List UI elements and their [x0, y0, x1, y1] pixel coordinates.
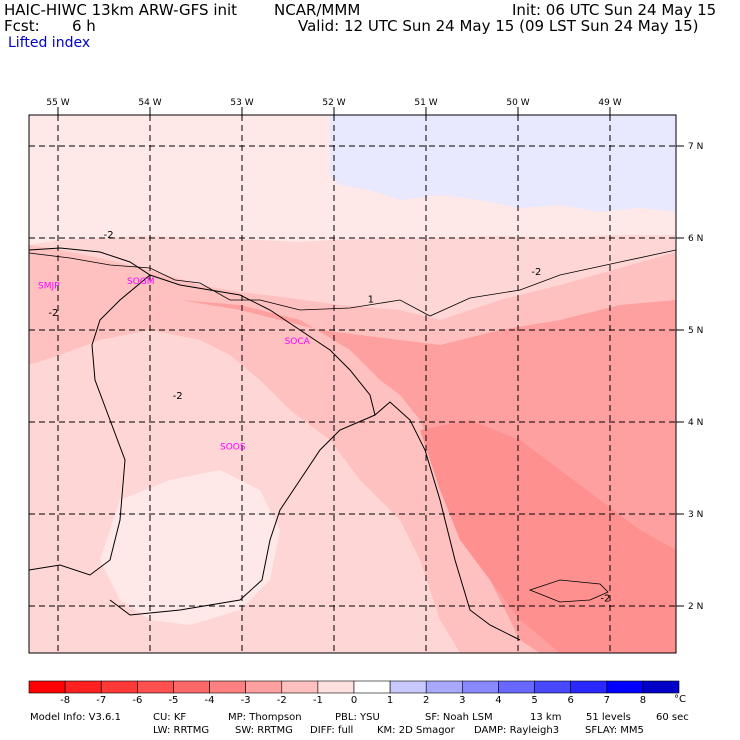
boundaries: [28, 247, 677, 641]
lat-tick-label: 7 N: [688, 142, 703, 152]
colorbar-cells: [28, 680, 680, 694]
lon-tick-label: 50 W: [506, 98, 529, 108]
colorbar-tick-label: -5: [168, 695, 179, 706]
colorbar-tick-label: -2: [276, 695, 287, 706]
damp-option: DAMP: Rayleigh3: [474, 725, 560, 736]
colorbar-cell: [137, 680, 174, 694]
border-guiana-brazil: [109, 414, 376, 616]
lon-tick-label: 49 W: [598, 98, 621, 108]
lat-tick-label: 4 N: [688, 418, 703, 428]
vertical-levels: 51 levels: [586, 712, 631, 723]
lat-lon-grid: [29, 115, 676, 653]
colorbar-cell: [245, 680, 283, 694]
shading-layer: [29, 115, 676, 653]
lat-tick-label: 6 N: [688, 234, 703, 244]
colorbar-cell: [606, 680, 644, 694]
km-option: KM: 2D Smagor: [377, 725, 455, 736]
colorbar-cell: [353, 680, 391, 694]
contour-label: -2: [173, 391, 183, 402]
colorbar-cell: [317, 680, 355, 694]
field-name: Lifted index: [8, 35, 91, 51]
model-version: Model Info: V3.6.1: [30, 712, 121, 723]
init-time: Init: 06 UTC Sun 24 May 15: [512, 1, 717, 19]
contour-line-south: [528, 579, 609, 603]
colorbar-tick-label: 5: [531, 695, 538, 706]
colorbar-cell: [534, 680, 571, 694]
grid-spacing: 13 km: [530, 712, 562, 723]
colorbar-tick-label: -7: [96, 695, 107, 706]
colorbar-tick-label: 0: [350, 695, 358, 706]
sf-scheme: SF: Noah LSM: [425, 712, 493, 723]
forecast-label: Fcst:: [4, 17, 40, 35]
colorbar-cell: [462, 680, 499, 694]
station-label: SOGM: [127, 277, 155, 287]
colorbar-cell: [281, 680, 319, 694]
colorbar-tick-label: 7: [603, 695, 610, 706]
colorbar-tick-label: -1: [312, 695, 323, 706]
colorbar-tick-label: 2: [423, 695, 430, 706]
time-step: 60 sec: [656, 712, 689, 723]
map-frame: [28, 114, 677, 654]
colorbar-tick-label: 4: [495, 695, 502, 706]
colorbar-unit: °C: [674, 694, 686, 705]
contour-label: -2: [104, 230, 114, 241]
colorbar-cell: [425, 680, 463, 694]
lon-tick-label: 54 W: [138, 98, 161, 108]
colorbar-cell: [28, 680, 66, 694]
colorbar-cell: [209, 680, 246, 694]
lon-tick-label: 52 W: [322, 98, 345, 108]
colorbar-tick-label: -8: [60, 695, 71, 706]
contour-label: -2: [531, 267, 541, 278]
cu-scheme: CU: KF: [153, 712, 187, 723]
colorbar-tick-label: 3: [459, 695, 466, 706]
colorbar-cell: [498, 680, 535, 694]
shade-light-patch-south: [100, 470, 280, 625]
colorbar-tick-label: -3: [240, 695, 251, 706]
colorbar-cell: [389, 680, 427, 694]
axis-ticks: [57, 107, 684, 607]
sw-scheme: SW: RRTMG: [235, 725, 293, 736]
colorbar-tick-label: -4: [204, 695, 215, 706]
contour-line-north: [28, 249, 677, 317]
pbl-scheme: PBL: YSU: [335, 712, 380, 723]
colorbar-tick-label: 6: [567, 695, 574, 706]
contour-label: 1: [368, 294, 374, 305]
colorbar-cell: [100, 680, 138, 694]
map-title: HAIC-HIWC 13km ARW-GFS init: [4, 1, 238, 19]
colorbar-cell: [570, 680, 608, 694]
contour-label: -2: [48, 308, 58, 319]
org-label: NCAR/MMM: [274, 1, 361, 19]
station-label: SMJP: [38, 282, 60, 292]
colorbar-cell: [64, 680, 102, 694]
shade-stronger-region: [420, 420, 676, 653]
colorbar-cell: [173, 680, 210, 694]
station-label: SOOS: [220, 443, 246, 453]
mp-scheme: MP: Thompson: [228, 712, 302, 723]
map-labels: 55 W 54 W 53 W 52 W 51 W 50 W 49 W 7 N 6 N 5 N 4 N…: [38, 98, 703, 612]
valid-time: Valid: 12 UTC Sun 24 May 15 (09 LST Sun …: [298, 17, 699, 35]
lw-scheme: LW: RRTMG: [153, 725, 210, 736]
colorbar-tick-label: -6: [132, 695, 143, 706]
lat-tick-label: 3 N: [688, 510, 703, 520]
lat-tick-label: 5 N: [688, 326, 703, 336]
border-suriname-guiana: [28, 274, 151, 576]
colorbar-tick-label: 8: [639, 695, 647, 706]
station-label: SOCA: [285, 337, 311, 347]
lon-tick-label: 53 W: [230, 98, 253, 108]
lat-tick-label: 2 N: [688, 602, 703, 612]
forecast-hour: 6 h: [72, 17, 96, 35]
lon-tick-label: 51 W: [414, 98, 437, 108]
diff-option: DIFF: full: [310, 725, 354, 736]
colorbar-cell: [642, 680, 680, 694]
colorbar-tick-label: 1: [386, 695, 394, 706]
contour-label: -2: [600, 593, 610, 604]
lon-tick-label: 55 W: [46, 98, 69, 108]
shade-positive-band: [330, 115, 676, 212]
sflay-option: SFLAY: MM5: [585, 725, 644, 736]
coastline: [28, 247, 521, 641]
